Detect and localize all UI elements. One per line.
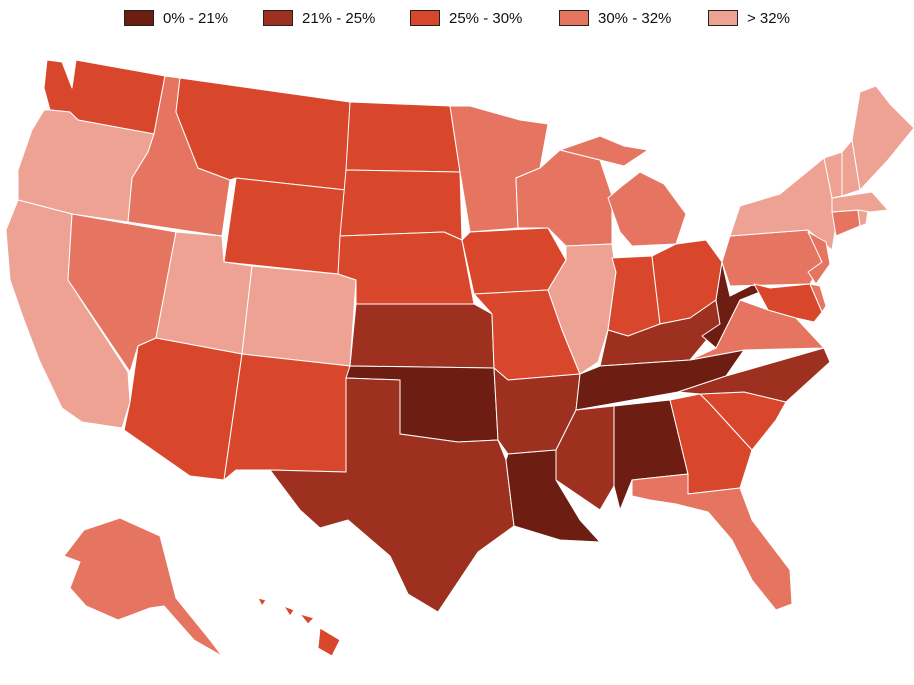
state-nd[interactable] [345,101,461,173]
state-wy[interactable] [223,177,347,275]
legend-label: 30% - 32% [598,9,672,27]
state-wi[interactable] [515,149,613,247]
legend-item-21-25: 21% - 25% [263,6,375,30]
state-in[interactable] [607,255,661,337]
state-wv[interactable] [701,261,771,349]
state-nj[interactable] [807,231,831,285]
legend-label: > 32% [747,9,790,27]
state-ks[interactable] [349,303,495,369]
legend-item-25-30: 25% - 30% [410,6,522,30]
state-nc[interactable] [677,347,831,403]
state-ak[interactable] [63,517,223,657]
legend-swatch [124,10,154,26]
legend-swatch [708,10,738,26]
legend-item-0-21: 0% - 21% [124,6,228,30]
state-de[interactable] [809,283,827,313]
legend-swatch [263,10,293,26]
state-fl[interactable] [631,473,793,611]
state-tn[interactable] [575,349,745,411]
state-ky[interactable] [599,299,721,367]
state-me[interactable] [851,85,914,191]
state-mi[interactable] [559,135,687,247]
legend-item-30-32: 30% - 32% [559,6,671,30]
legend-label: 25% - 30% [449,9,523,27]
state-pa[interactable] [721,229,823,287]
state-ri[interactable] [857,209,869,227]
legend-label: 0% - 21% [163,9,229,27]
state-ma[interactable] [831,191,889,213]
legend-label: 21% - 25% [302,9,376,27]
state-co[interactable] [241,265,357,367]
legend: 0% - 21% 21% - 25% 25% - 30% 30% - 32% >… [0,6,914,32]
state-az[interactable] [123,337,243,481]
state-hi[interactable] [257,597,341,657]
legend-item-over-32: > 32% [708,6,790,30]
state-ct[interactable] [831,209,861,237]
state-sd[interactable] [339,169,463,241]
state-ne[interactable] [337,231,475,305]
state-nm[interactable] [223,353,351,481]
legend-swatch [410,10,440,26]
legend-swatch [559,10,589,26]
state-tx[interactable] [269,377,515,613]
state-ia[interactable] [461,227,567,295]
